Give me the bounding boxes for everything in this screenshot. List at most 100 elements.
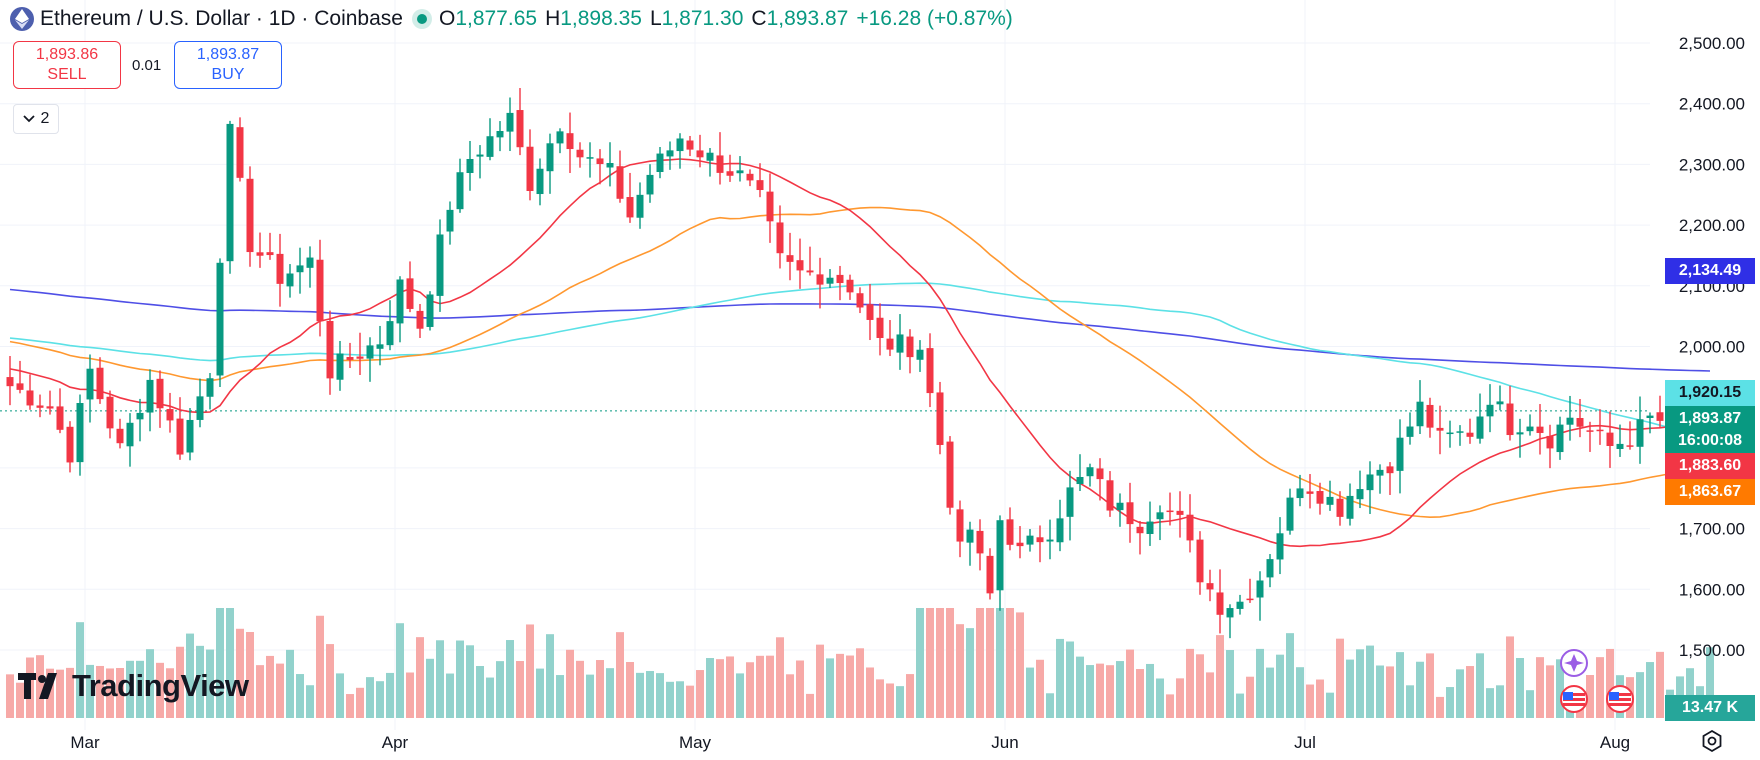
candle-body [26,390,34,406]
candle-body [396,279,404,324]
volume-bar [1426,653,1434,718]
candle-body [76,403,84,463]
tradingview-logo[interactable]: TradingView [18,668,249,704]
candle-body [1276,533,1284,560]
volume-bar [706,658,714,718]
us-flag-icon[interactable] [1600,684,1640,714]
volume-bar [116,667,124,718]
candle-body [1176,510,1184,515]
candle-body [796,260,804,271]
candle-body [1116,502,1124,511]
price-axis[interactable]: 1,500.001,600.001,700.001,800.002,000.00… [1679,34,1745,660]
volume-bar [426,658,434,718]
candle-body [1536,426,1544,433]
volume-bar [286,649,294,718]
candle-body [1306,491,1314,494]
price-tick-label: 1,600.00 [1679,580,1745,599]
volume-bar [1396,652,1404,718]
month-tick-label: Mar [70,733,100,752]
volume-bar [476,666,484,718]
candle-body [1386,466,1394,474]
candle-body [596,158,604,165]
candle-body [766,191,774,222]
candle-body [1656,412,1664,421]
candle-body [306,257,314,268]
candle-body [56,406,64,430]
candle-body [146,379,154,413]
candle-body [1416,401,1424,427]
candle-body [1256,580,1264,598]
candle-body [1096,468,1104,480]
candle-body [666,150,674,157]
price-tick-label: 2,000.00 [1679,338,1745,357]
candle-body [916,349,924,360]
candle-body [216,262,224,376]
time-axis[interactable]: Mar Apr May Jun Jul Aug [70,733,1630,752]
candle-body [1036,537,1044,543]
volume-bar [1436,696,1444,718]
candle-body [296,265,304,273]
price-tick-label: 2,200.00 [1679,216,1745,235]
volume-bar [1356,649,1364,718]
volume-bar [1556,659,1564,718]
price-tick-label: 1,700.00 [1679,520,1745,539]
candle-body [656,153,664,173]
volume-bar [676,681,684,718]
candle-body [456,172,464,210]
volume-bar [1236,693,1244,718]
us-flag-icon[interactable] [1554,684,1594,714]
volume-bar [166,668,174,718]
volume-bar [1206,672,1214,718]
volume-bar [786,674,794,718]
volume-bar [216,608,224,718]
volume-bar [106,668,114,718]
volume-bar [1106,665,1114,718]
candle-body [816,274,824,285]
candle-body [726,171,734,176]
sell-price: 1,893.86 [35,46,99,63]
candle-body [736,170,744,174]
volume-bar [1446,687,1454,718]
buy-button[interactable]: 1,893.87 BUY [174,41,282,89]
candle-body [1186,514,1194,541]
volume-bar [566,649,574,718]
volume-bar [516,661,524,718]
sell-button[interactable]: 1,893.86 SELL [13,41,121,89]
volume-bar [836,653,844,718]
sparkle-icon[interactable] [1552,648,1596,678]
candle-body [986,555,994,594]
candle-body [956,509,964,542]
candle-body [66,426,74,463]
candle-body [1136,526,1144,534]
last-price: 1,893.87 [1678,410,1742,427]
volume-bar [606,668,614,718]
candle-body [1246,598,1254,601]
candle-body [626,197,634,218]
candle-body [276,253,284,284]
quantity-value[interactable]: 0.01 [132,57,162,74]
market-open-icon [416,14,427,24]
symbol-title[interactable]: Ethereum / U.S. Dollar · 1D · Coinbase [40,7,403,30]
low-value: 1,871.30 [661,7,744,30]
indicators-toggle-button[interactable]: 2 [13,104,59,134]
volume-bar [1176,678,1184,718]
month-tick-label: Jul [1294,733,1316,752]
candle-body [366,345,374,359]
candle-body [476,154,484,157]
candle-body [976,530,984,554]
settings-icon[interactable] [1700,729,1724,753]
candle-body [896,334,904,353]
volume-bar [1546,665,1554,718]
volume-bar [866,667,874,718]
price-tick-label: 1,500.00 [1679,641,1745,660]
volume-bar [1586,675,1594,718]
candle-body [96,367,104,400]
volume-bar [1536,657,1544,718]
volume-bar [586,674,594,718]
candle-body [6,377,14,387]
open-label: O [438,7,456,30]
volume-bar [236,628,244,718]
volume-bars [6,608,1714,718]
candle-body [1566,417,1574,425]
